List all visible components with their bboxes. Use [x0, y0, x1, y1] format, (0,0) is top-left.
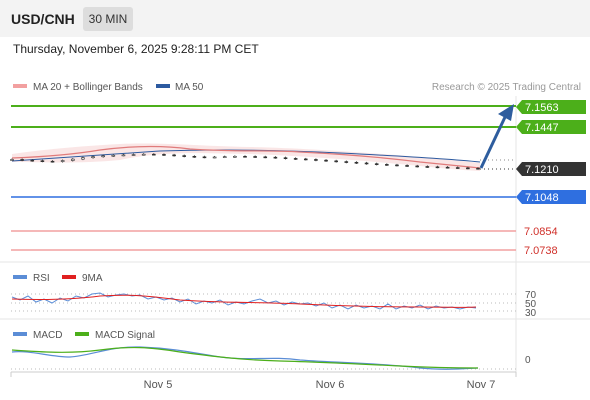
- macd-legend-label: MACD: [33, 330, 62, 341]
- rsi-label-70: 70: [525, 290, 537, 301]
- candle-body: [40, 160, 45, 162]
- candle-body: [162, 154, 166, 156]
- candle-body: [395, 164, 399, 167]
- candle-body: [152, 153, 156, 156]
- candle-body: [455, 167, 460, 169]
- rsi-9ma-line: [11, 294, 477, 308]
- candle-body: [101, 155, 105, 158]
- candle-body: [81, 157, 85, 160]
- rsi-line: [11, 292, 477, 310]
- candle-body: [172, 154, 176, 157]
- candle-body: [445, 166, 450, 169]
- price-candles: [10, 153, 480, 170]
- macd-signal-legend-swatch: [75, 332, 89, 336]
- candle-body: [253, 156, 257, 158]
- candle-body: [425, 166, 430, 168]
- svg-text:7.1048: 7.1048: [525, 192, 559, 204]
- candle-body: [212, 156, 217, 159]
- candle-body: [121, 154, 126, 157]
- rsi-9ma-legend-swatch: [62, 275, 76, 279]
- level-label-2: 7.1447: [516, 120, 586, 134]
- x-label-nov6: Nov 6: [316, 379, 345, 391]
- candle-body: [344, 161, 349, 163]
- svg-text:7.1563: 7.1563: [525, 102, 559, 114]
- rsi-label-50: 50: [525, 299, 537, 310]
- chart-datetime: Thursday, November 6, 2025 9:28:11 PM CE…: [13, 42, 259, 56]
- forecast-arrow-head: [498, 104, 514, 121]
- candle-body: [182, 155, 187, 157]
- ma50-line: [11, 149, 481, 163]
- ma50-legend-label: MA 50: [175, 82, 204, 93]
- candle-body: [435, 166, 440, 169]
- candle-body: [364, 162, 369, 165]
- candle-body: [415, 165, 420, 168]
- candle-body: [334, 160, 338, 163]
- candle-body: [60, 160, 65, 162]
- credit-text: Research © 2025 Trading Central: [432, 82, 581, 93]
- candle-body: [273, 156, 278, 159]
- candle-body: [202, 156, 207, 159]
- candle-body: [263, 156, 268, 159]
- header-bar: USD/CNH 30 MIN: [0, 0, 590, 37]
- candle-body: [91, 156, 95, 159]
- level-label-4: 7.1048: [516, 190, 586, 204]
- rsi-legend-label: RSI: [33, 273, 50, 284]
- candle-body: [192, 155, 197, 158]
- macd-signal-line: [11, 346, 479, 369]
- candle-body: [111, 154, 116, 157]
- candle-body: [324, 159, 328, 162]
- currency-pair-title: USD/CNH: [11, 11, 75, 27]
- ma20-line: [11, 145, 481, 169]
- candle-body: [233, 155, 237, 158]
- rsi-9ma-legend-label: 9MA: [82, 273, 103, 284]
- level-label-6: 7.0738: [524, 245, 558, 257]
- candle-body: [50, 160, 55, 163]
- candle-body: [283, 157, 288, 160]
- level-label-1: 7.1563: [516, 100, 586, 114]
- timeframe-button[interactable]: 30 MIN: [83, 7, 133, 31]
- candle-body: [10, 159, 14, 161]
- candle-body: [20, 159, 24, 161]
- candle-body: [243, 155, 247, 158]
- level-label-5: 7.0854: [524, 226, 558, 238]
- bollinger-band: [12, 143, 480, 171]
- macd-legend-swatch: [13, 332, 27, 336]
- rsi-legend-swatch: [13, 275, 27, 279]
- candle-body: [466, 167, 470, 170]
- candle-body: [141, 153, 146, 156]
- candle-body: [354, 161, 359, 164]
- candle-body: [405, 165, 409, 167]
- candle-body: [222, 156, 227, 158]
- candle-body: [314, 159, 318, 161]
- candle-body: [131, 154, 136, 156]
- candle-body: [374, 163, 379, 165]
- forecast-arrow-shaft: [479, 114, 508, 169]
- current-price-label: 7.1210: [516, 162, 586, 176]
- ma20-legend-swatch: [13, 84, 27, 88]
- x-label-nov5: Nov 5: [144, 379, 173, 391]
- candle-body: [70, 158, 75, 161]
- ma50-legend-swatch: [156, 84, 170, 88]
- candle-body: [30, 159, 35, 162]
- macd-zero-label: 0: [525, 355, 531, 366]
- ma20-legend-label: MA 20 + Bollinger Bands: [33, 82, 143, 93]
- svg-text:7.1447: 7.1447: [525, 122, 559, 134]
- macd-signal-legend-label: MACD Signal: [95, 330, 155, 341]
- candle-body: [385, 164, 389, 166]
- candle-body: [476, 167, 480, 170]
- candle-body: [303, 158, 308, 161]
- x-label-nov7: Nov 7: [467, 379, 496, 391]
- rsi-label-30: 30: [525, 308, 537, 319]
- candle-body: [293, 158, 298, 160]
- svg-text:7.1210: 7.1210: [525, 164, 559, 176]
